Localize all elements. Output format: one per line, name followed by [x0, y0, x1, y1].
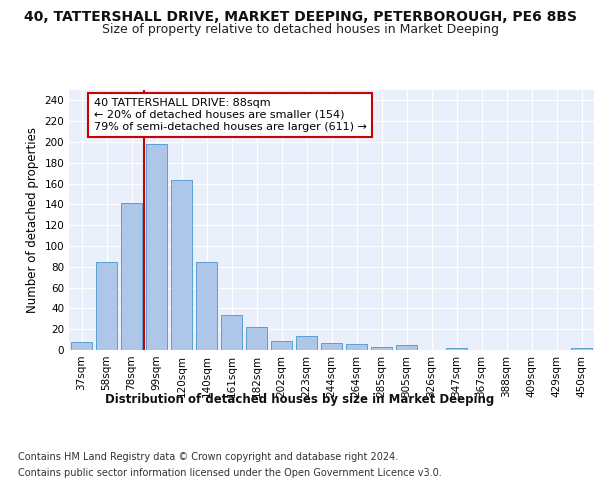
Text: 40, TATTERSHALL DRIVE, MARKET DEEPING, PETERBOROUGH, PE6 8BS: 40, TATTERSHALL DRIVE, MARKET DEEPING, P… [23, 10, 577, 24]
Text: 40 TATTERSHALL DRIVE: 88sqm
← 20% of detached houses are smaller (154)
79% of se: 40 TATTERSHALL DRIVE: 88sqm ← 20% of det… [94, 98, 367, 132]
Bar [221, 314, 242, 350]
Bar [96, 262, 117, 350]
Bar [246, 327, 267, 350]
Bar [171, 180, 192, 350]
Bar [71, 342, 92, 350]
Bar [371, 347, 392, 350]
Bar [146, 144, 167, 350]
Bar [321, 342, 342, 350]
Bar [396, 345, 417, 350]
Bar [446, 348, 467, 350]
Text: Contains HM Land Registry data © Crown copyright and database right 2024.: Contains HM Land Registry data © Crown c… [18, 452, 398, 462]
Text: Contains public sector information licensed under the Open Government Licence v3: Contains public sector information licen… [18, 468, 442, 477]
Text: Size of property relative to detached houses in Market Deeping: Size of property relative to detached ho… [101, 22, 499, 36]
Y-axis label: Number of detached properties: Number of detached properties [26, 127, 39, 313]
Bar [196, 262, 217, 350]
Bar [271, 340, 292, 350]
Text: Distribution of detached houses by size in Market Deeping: Distribution of detached houses by size … [106, 392, 494, 406]
Bar [296, 336, 317, 350]
Bar [571, 348, 592, 350]
Bar [121, 204, 142, 350]
Bar [346, 344, 367, 350]
